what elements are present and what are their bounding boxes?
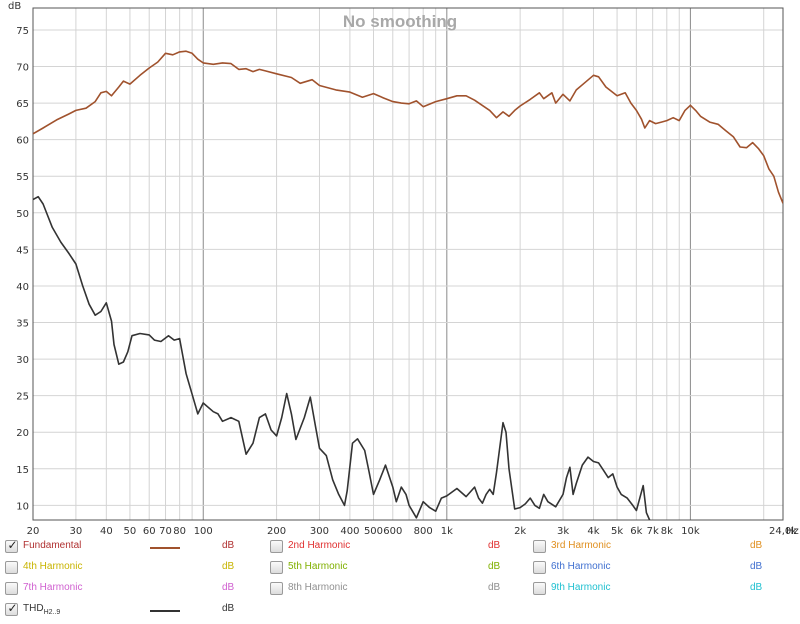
thd-label-main: THD xyxy=(23,603,44,614)
checkmark-icon: ✓ xyxy=(7,601,18,615)
8th-harmonic-checkbox[interactable] xyxy=(270,582,283,595)
thd-line-swatch xyxy=(150,610,180,612)
x-tick-label: 5k xyxy=(611,526,623,535)
legend-item-8th-harmonic: 8th Harmonic dB xyxy=(270,581,508,599)
x-tick-label: 600 xyxy=(383,526,402,535)
legend-item-3rd-harmonic: 3rd Harmonic dB xyxy=(533,539,770,557)
grid-lines xyxy=(32,8,783,520)
x-tick-label: 50 xyxy=(124,526,137,535)
x-tick-label: 3k xyxy=(557,526,569,535)
8th-harmonic-unit: dB xyxy=(488,582,501,593)
y-tick-label: 65 xyxy=(16,99,29,110)
fundamental-unit: dB xyxy=(222,540,235,551)
y-tick-label: 35 xyxy=(16,319,29,330)
x-tick-label: 30 xyxy=(70,526,83,535)
y-tick-label: 25 xyxy=(16,392,29,403)
thd-label-sub: H2..9 xyxy=(43,609,61,616)
x-tick-label: 10k xyxy=(681,526,700,535)
6th-harmonic-unit: dB xyxy=(750,561,763,572)
x-tick-label: 200 xyxy=(267,526,286,535)
y-tick-label: 40 xyxy=(16,282,29,293)
7th-harmonic-unit: dB xyxy=(222,582,235,593)
y-tick-label: 70 xyxy=(16,63,29,74)
y-tick-label: 10 xyxy=(16,501,29,512)
fundamental-label: Fundamental xyxy=(23,540,82,551)
y-tick-label: 60 xyxy=(16,136,29,147)
7th-harmonic-checkbox[interactable] xyxy=(5,582,18,595)
x-tick-label: 60 xyxy=(143,526,156,535)
fundamental-line-swatch xyxy=(150,547,180,549)
6th-harmonic-label: 6th Harmonic xyxy=(551,561,611,572)
2nd-harmonic-unit: dB xyxy=(488,540,501,551)
x-tick-label: 800 xyxy=(414,526,433,535)
8th-harmonic-label: 8th Harmonic xyxy=(288,582,348,593)
x-tick-label: 100 xyxy=(194,526,213,535)
5th-harmonic-label: 5th Harmonic xyxy=(288,561,348,572)
y-tick-label: 20 xyxy=(16,428,29,439)
fundamental-series-line xyxy=(33,50,783,204)
chart-area: 20 30 40 50 60 70 80 100 200 300 400 500 600 800 1k 2k 3… xyxy=(8,1,799,535)
legend-item-5th-harmonic: 5th Harmonic dB xyxy=(270,560,508,578)
legend-item-7th-harmonic: 7th Harmonic dB xyxy=(5,581,242,599)
series-layer xyxy=(33,50,783,520)
y-unit-label: dB xyxy=(8,1,21,12)
9th-harmonic-checkbox[interactable] xyxy=(533,582,546,595)
x-tick-label: 500 xyxy=(364,526,383,535)
y-tick-label: 15 xyxy=(16,465,29,476)
x-tick-label: 40 xyxy=(100,526,113,535)
legend-item-thd: ✓ THDH2..9 dB xyxy=(5,601,242,620)
y-tick-label: 50 xyxy=(16,209,29,220)
3rd-harmonic-checkbox[interactable] xyxy=(533,540,546,553)
thd-label: THDH2..9 xyxy=(23,603,60,616)
2nd-harmonic-label: 2nd Harmonic xyxy=(288,540,351,551)
x-tick-label: 4k xyxy=(587,526,599,535)
x-tick-label: 400 xyxy=(340,526,359,535)
4th-harmonic-label: 4th Harmonic xyxy=(23,561,83,572)
y-tick-label: 55 xyxy=(16,172,29,183)
x-tick-label: 300 xyxy=(310,526,329,535)
y-tick-label: 75 xyxy=(16,26,29,37)
7th-harmonic-label: 7th Harmonic xyxy=(23,582,83,593)
x-unit-label: Hz xyxy=(786,526,799,535)
3rd-harmonic-unit: dB xyxy=(750,540,763,551)
x-tick-label: 24,0k xyxy=(769,526,797,535)
legend-item-9th-harmonic: 9th Harmonic dB xyxy=(533,581,770,599)
x-tick-label: 2k xyxy=(514,526,526,535)
x-tick-label: 20 xyxy=(27,526,40,535)
y-tick-label: 45 xyxy=(16,245,29,256)
chart-title: No smoothing xyxy=(343,12,457,31)
x-tick-label: 8k xyxy=(661,526,673,535)
y-tick-label: 30 xyxy=(16,355,29,366)
thd-series-line xyxy=(33,195,651,520)
x-tick-label: 6k xyxy=(630,526,642,535)
4th-harmonic-checkbox[interactable] xyxy=(5,561,18,574)
legend-item-fundamental: ✓ Fundamental dB xyxy=(5,538,242,557)
5th-harmonic-checkbox[interactable] xyxy=(270,561,283,574)
x-tick-label: 80 xyxy=(173,526,186,535)
tick-labels: 20 30 40 50 60 70 80 100 200 300 400 500 600 800 1k 2k 3… xyxy=(16,26,797,535)
9th-harmonic-unit: dB xyxy=(750,582,763,593)
2nd-harmonic-checkbox[interactable] xyxy=(270,540,283,553)
x-tick-label: 1k xyxy=(441,526,453,535)
legend-item-6th-harmonic: 6th Harmonic dB xyxy=(533,560,770,578)
9th-harmonic-label: 9th Harmonic xyxy=(551,582,611,593)
legend-item-2nd-harmonic: 2nd Harmonic dB xyxy=(270,539,508,557)
thd-unit: dB xyxy=(222,603,235,614)
legend-panel: ✓ Fundamental dB 2nd Harmonic dB 3rd Harmonic… xyxy=(0,535,800,624)
plot-frame xyxy=(32,7,784,521)
legend-item-4th-harmonic: 4th Harmonic dB xyxy=(5,560,242,578)
3rd-harmonic-label: 3rd Harmonic xyxy=(551,540,612,551)
6th-harmonic-checkbox[interactable] xyxy=(533,561,546,574)
5th-harmonic-unit: dB xyxy=(488,561,501,572)
thd-checkbox[interactable]: ✓ xyxy=(5,601,18,616)
x-tick-label: 7k xyxy=(647,526,659,535)
fundamental-checkbox[interactable]: ✓ xyxy=(5,538,18,553)
x-tick-label: 70 xyxy=(159,526,172,535)
4th-harmonic-unit: dB xyxy=(222,561,235,572)
checkmark-icon: ✓ xyxy=(7,538,18,552)
